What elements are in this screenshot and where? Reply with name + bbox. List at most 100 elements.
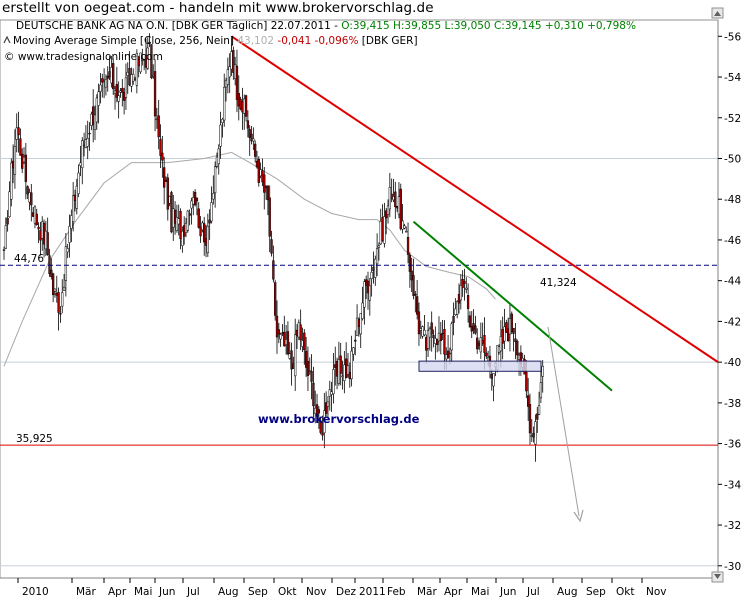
candle-body — [55, 292, 58, 296]
candle-body — [255, 161, 259, 168]
candle-body — [430, 322, 433, 335]
candle-body — [324, 402, 328, 414]
candle-body — [341, 375, 344, 378]
candle-body — [346, 365, 350, 375]
candle-body — [365, 279, 368, 286]
candle-body — [97, 91, 100, 106]
candle-body — [343, 364, 346, 381]
red-trend-line — [230, 35, 719, 363]
green-trend-label: 41,324 — [540, 277, 577, 289]
candle-body — [403, 225, 406, 229]
candle-body — [128, 68, 131, 86]
candle-body — [532, 433, 535, 438]
candle-body — [394, 191, 397, 208]
candle-body — [24, 154, 27, 182]
candle-body — [448, 352, 452, 355]
candle-body — [181, 230, 184, 247]
candle-body — [248, 129, 251, 138]
candle-body — [436, 339, 439, 345]
candle-body — [102, 80, 106, 82]
y-tick-label: -44 — [724, 276, 741, 288]
candle-body — [294, 334, 297, 377]
candle-body — [352, 347, 355, 355]
candle-body — [246, 120, 250, 129]
y-tick-label: -36 — [724, 439, 741, 451]
consolidation-box — [418, 360, 542, 372]
candle-body — [152, 75, 155, 77]
candle-body — [172, 208, 175, 228]
candle-body — [66, 248, 69, 253]
candle-body — [423, 329, 426, 336]
candle-body — [11, 160, 15, 169]
candle-body — [392, 196, 395, 201]
x-tick-label: Okt — [616, 586, 634, 598]
x-tick-label: Feb — [387, 586, 406, 598]
candle-body — [230, 51, 233, 70]
support-label: 35,925 — [16, 433, 53, 445]
candle-body — [401, 220, 404, 230]
candle-body — [501, 329, 504, 344]
candle-body — [250, 133, 253, 142]
candle-body — [397, 196, 401, 215]
candle-body — [486, 357, 490, 362]
candle-body — [463, 281, 466, 284]
candle-body — [226, 69, 230, 85]
x-tick-label: Aug — [557, 586, 578, 598]
candle-body — [263, 174, 266, 193]
candle-body — [499, 336, 503, 352]
candle-body — [179, 210, 182, 240]
candle-body — [304, 350, 308, 368]
candle-body — [139, 52, 142, 73]
watermark: www.brokervorschlag.de — [258, 412, 420, 426]
candle-body — [385, 210, 388, 219]
candle-body — [51, 273, 55, 296]
candle-body — [357, 319, 361, 327]
candle-body — [204, 238, 208, 246]
candle-body — [130, 74, 133, 87]
candle-body — [79, 162, 82, 166]
candle-body — [274, 282, 277, 316]
scroll-handle[interactable] — [711, 7, 724, 19]
candle-body — [390, 193, 393, 200]
candle-body — [399, 188, 402, 229]
x-axis: 2010 Mär Apr Mai Jun Jul Aug Sep Okt Nov Dez 2011 Fe… — [0, 577, 718, 598]
chart-header-line1: DEUTSCHE BANK AG NA O.N. [DBK GER Täglic… — [16, 20, 636, 32]
candle-body — [41, 221, 44, 239]
candle-body — [516, 340, 519, 356]
candle-body — [490, 373, 493, 379]
candle-body — [306, 360, 310, 376]
candle-body — [461, 278, 464, 288]
candle-body — [457, 294, 461, 304]
candle-body — [541, 365, 544, 377]
candle-body — [73, 194, 77, 202]
candle-body — [177, 218, 180, 225]
candle-body — [395, 205, 399, 209]
scroll-handle-bottom[interactable] — [711, 571, 724, 583]
candle-body — [512, 327, 515, 334]
y-tick-label: -48 — [724, 194, 741, 206]
candle-body — [330, 391, 333, 395]
x-tick-label: Dez — [336, 586, 357, 598]
candle-body — [379, 220, 382, 245]
candle-body — [359, 313, 362, 335]
candle-body — [503, 326, 506, 342]
green-trend-line — [412, 220, 613, 392]
candle-body — [432, 335, 435, 339]
candle-body — [4, 225, 7, 249]
y-tick-label: -42 — [724, 316, 741, 328]
candle-body — [77, 172, 80, 194]
candle-body — [525, 371, 528, 392]
candle-body — [297, 322, 300, 338]
candle-body — [195, 197, 199, 202]
candle-body — [86, 138, 89, 147]
candle-body — [161, 152, 164, 161]
candle-body — [539, 382, 543, 399]
candle-body — [64, 246, 68, 281]
candle-body — [164, 180, 168, 182]
candle-body — [235, 65, 239, 100]
candle-body — [375, 248, 379, 265]
candle-body — [279, 334, 282, 340]
candle-body — [446, 350, 450, 359]
candle-body — [206, 225, 209, 254]
